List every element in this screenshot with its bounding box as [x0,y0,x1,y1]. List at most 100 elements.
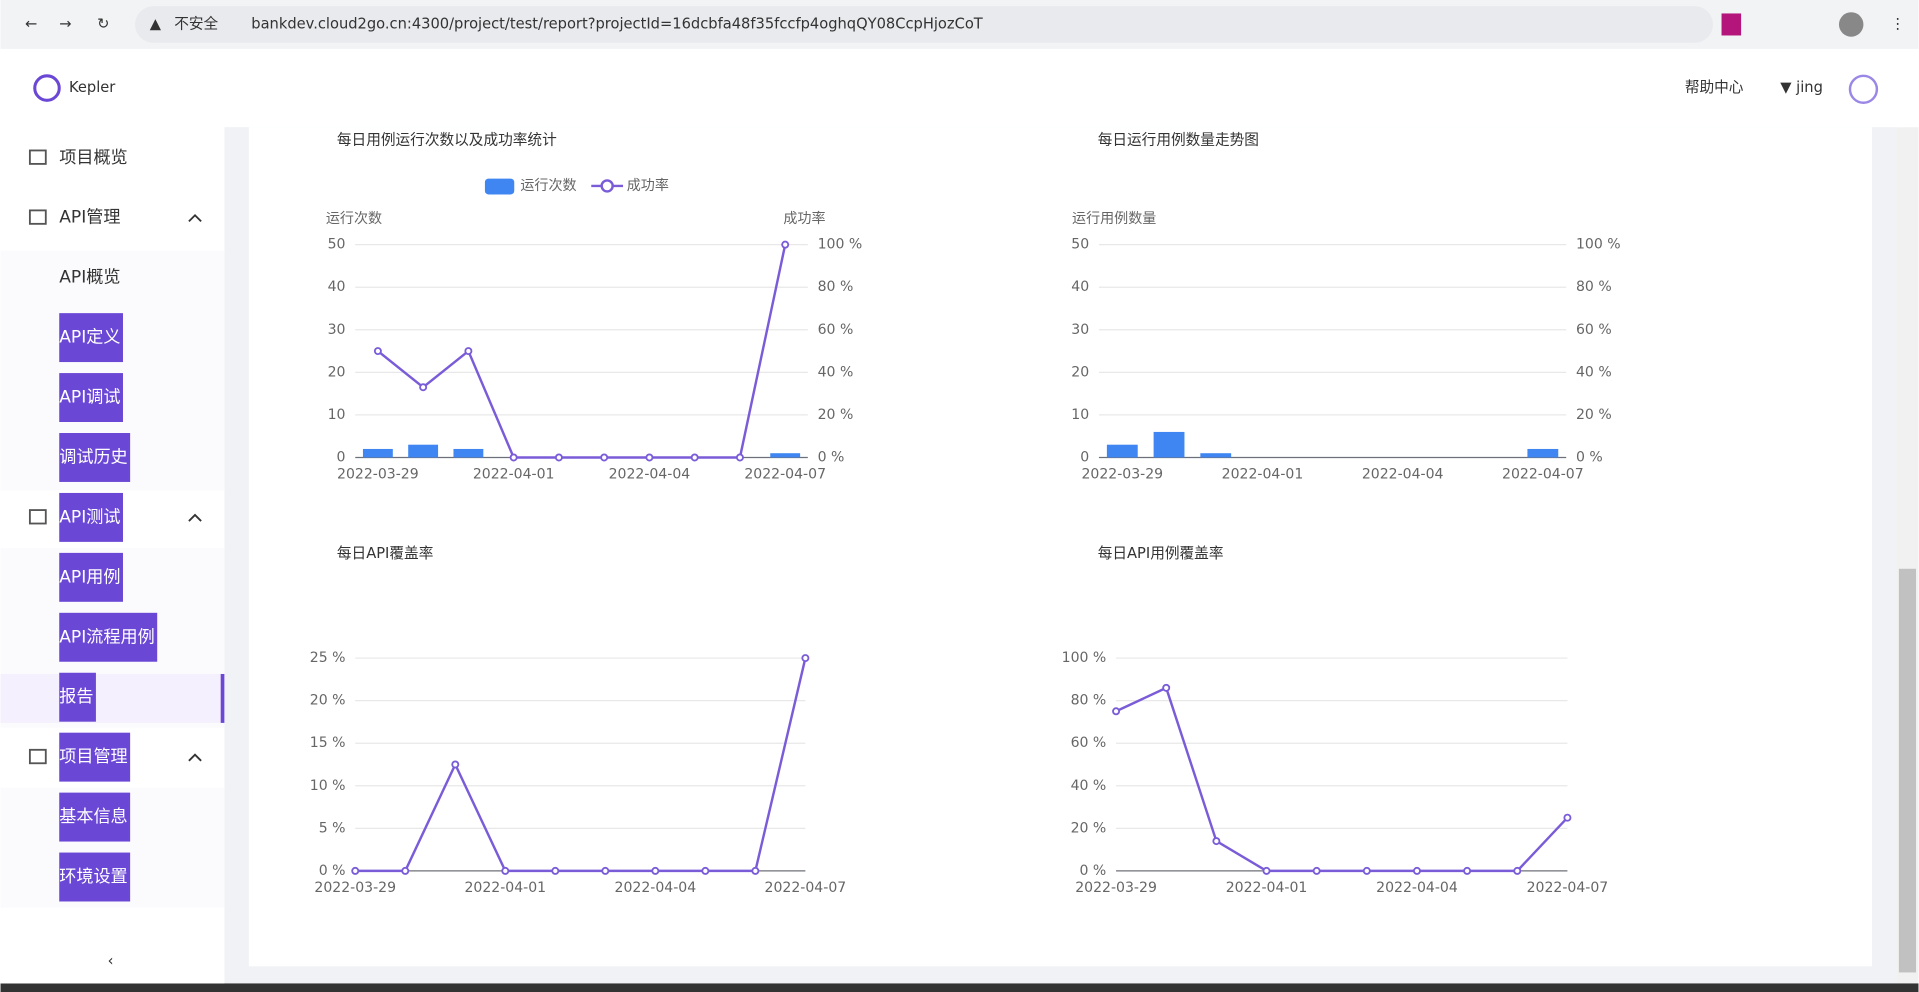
bar [1106,444,1138,458]
logo[interactable]: Kepler [69,79,116,96]
chart-title: 每日用例运行次数以及成功率统计 [337,132,557,149]
x-tick-label: 2022-04-04 [1376,880,1458,896]
back-button[interactable]: ← [25,15,37,32]
y-tick-label: 0 [337,449,346,465]
nav-highlight [59,792,131,842]
nav-icon [28,748,47,765]
y-tick-label: 10 [328,407,346,423]
extension-icon[interactable] [1721,13,1742,36]
y-tick-label: 10 [1071,407,1089,423]
dropdown-caret[interactable]: ▼ [1780,79,1792,96]
address-bar[interactable] [135,6,1713,43]
avatar[interactable] [1848,74,1879,104]
nav-chevron[interactable] [188,213,202,223]
nav-icon [28,209,47,225]
y2-axis-title: 成功率 [783,210,825,227]
y2-tick-label: 0 % [818,449,845,465]
menu-button[interactable]: ⋮ [1890,15,1905,32]
security-label[interactable]: 不安全 [174,14,218,32]
nav-highlight [59,732,131,782]
nav-highlight [59,612,158,662]
line [1115,686,1569,873]
y-tick-label: 0 % [319,863,346,879]
nav-highlight [59,852,131,902]
x-tick-label: 2022-04-07 [1502,467,1584,483]
url[interactable]: bankdev.cloud2go.cn:4300/project/test/re… [251,15,983,32]
nav-item[interactable]: 项目概览 [59,148,127,168]
legend-label[interactable]: 运行次数 [520,178,576,194]
y2-tick-label: 20 % [1576,407,1612,423]
y-tick-label: 50 [1071,237,1089,253]
nav-item[interactable]: API流程用例 [59,627,155,647]
legend-label[interactable]: 成功率 [627,177,669,194]
nav-highlight [59,373,123,422]
taskbar-edge [0,983,1919,992]
y2-tick-label: 60 % [1576,322,1612,338]
x-tick-label: 2022-03-29 [1075,880,1157,896]
nav-item[interactable]: API调试 [59,388,120,408]
nav-chevron[interactable] [188,513,202,522]
y2-tick-label: 0 % [1576,449,1603,465]
report-card [248,127,1872,967]
nav-item[interactable]: API管理 [59,208,120,228]
legend-swatch[interactable] [484,178,515,195]
nav-icon [28,149,47,165]
app-header [0,48,1919,128]
point [401,866,410,875]
point [1362,866,1371,875]
y-tick-label: 0 % [1080,863,1107,879]
y-tick-label: 20 [1071,364,1089,380]
nav-chevron[interactable] [188,753,202,762]
forward-button[interactable]: → [59,15,71,32]
point [751,866,760,875]
x-tick-label: 2022-04-01 [1226,880,1308,896]
y-tick-label: 30 [1071,322,1089,338]
point [690,453,699,462]
scrollbar-thumb[interactable] [1898,568,1917,973]
y2-tick-label: 40 % [818,364,854,380]
user-name[interactable]: jing [1795,79,1823,96]
point [645,453,654,462]
nav-item[interactable]: 调试历史 [59,447,127,467]
nav-item[interactable]: 基本信息 [59,807,127,827]
y-tick-label: 100 % [1062,650,1107,666]
nav-highlight [59,552,123,602]
nav-item[interactable]: API定义 [59,328,120,348]
x-tick-label: 2022-03-29 [1081,467,1163,483]
x-tick-label: 2022-04-07 [765,880,847,896]
x-tick-label: 2022-03-29 [314,880,396,896]
bar [1200,453,1232,458]
point [1162,683,1171,692]
point [554,453,563,462]
point [1212,837,1221,846]
collapse-button[interactable]: ‹ [108,952,114,969]
x-tick-label: 2022-04-07 [744,467,826,483]
y2-tick-label: 20 % [818,407,854,423]
chart: 每日API用例覆盖率 0 % 20 % 40 % 60 % 80 % 100 % 2022-0… [1062,545,1609,896]
nav-item[interactable]: API测试 [59,507,120,527]
point [451,760,460,769]
point [1513,866,1522,875]
nav-item[interactable]: API概览 [59,268,120,288]
profile-icon[interactable] [1838,12,1864,37]
point [1463,866,1472,875]
legend-marker [600,179,614,193]
reload-button[interactable]: ↻ [97,15,109,32]
line [377,244,787,459]
point [501,866,510,875]
y-tick-label: 20 % [310,693,346,709]
nav-highlight [59,433,131,482]
nav-item[interactable]: 环境设置 [59,867,127,887]
chart-title: 每日API覆盖率 [337,545,433,562]
point [509,453,518,462]
nav-item[interactable]: 报告 [59,687,93,707]
active-indicator [220,673,225,723]
nav-item[interactable]: API用例 [59,567,120,587]
help-link[interactable]: 帮助中心 [1685,79,1744,96]
y-tick-label: 50 [328,237,346,253]
nav-item[interactable]: 项目管理 [59,747,127,767]
bar [770,453,801,458]
